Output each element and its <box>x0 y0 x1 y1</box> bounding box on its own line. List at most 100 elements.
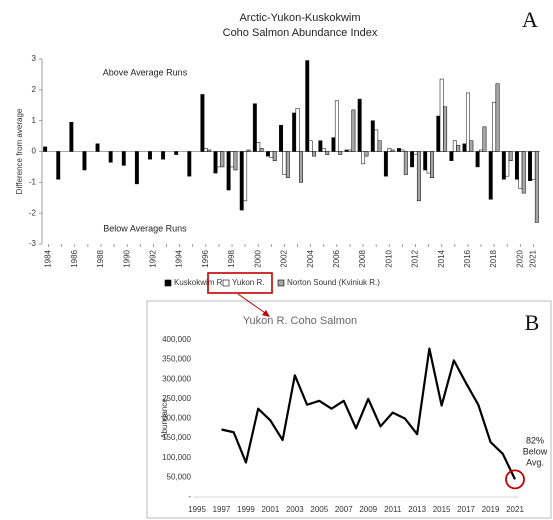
y-tick-label: 50,000 <box>167 472 192 481</box>
bar <box>423 151 428 171</box>
x-tick-label: 2018 <box>489 249 498 267</box>
legend-swatch <box>164 279 172 287</box>
arrow-head <box>262 310 270 317</box>
chart-title: Yukon R. Coho Salmon <box>243 315 357 327</box>
x-tick-label: 2007 <box>335 505 353 514</box>
bar <box>475 151 480 168</box>
legend-label: Norton Sound (Kviniuk R.) <box>287 278 380 287</box>
x-tick-label: 2006 <box>332 249 341 267</box>
y-tick-label: -1 <box>29 177 37 186</box>
annotation: Above Average Runs <box>103 67 188 77</box>
bar <box>220 151 225 168</box>
bar <box>390 149 395 152</box>
bar <box>318 140 323 152</box>
bar <box>430 151 434 178</box>
chart-subtitle: Coho Salmon Abundance Index <box>223 27 378 39</box>
bar <box>488 151 493 200</box>
bar <box>312 151 317 157</box>
x-tick-label: 2010 <box>384 249 393 267</box>
bar <box>387 148 392 152</box>
x-tick-label: 2008 <box>358 249 367 267</box>
x-tick-label: 2021 <box>529 249 538 267</box>
bar <box>377 140 382 152</box>
bar <box>348 149 352 152</box>
y-tick-label: 3 <box>32 54 37 63</box>
bar <box>492 101 497 152</box>
x-tick-label: 2016 <box>463 249 472 267</box>
x-tick-label: 2017 <box>457 505 475 514</box>
x-tick-label: 2009 <box>359 505 377 514</box>
bar <box>265 151 270 157</box>
bar <box>321 148 326 152</box>
y-tick-label: - <box>188 492 191 501</box>
bar <box>436 115 441 152</box>
bar <box>501 151 506 180</box>
y-tick-label: 200,000 <box>162 414 191 423</box>
bar <box>344 149 349 152</box>
x-tick-label: 2011 <box>384 505 402 514</box>
bar <box>338 151 343 155</box>
y-tick-label: 1 <box>32 116 37 125</box>
bar <box>252 103 257 152</box>
highlight-circle <box>505 469 525 490</box>
bar <box>456 145 461 152</box>
bar <box>285 151 290 178</box>
line <box>221 347 516 480</box>
bar <box>351 109 356 152</box>
x-tick-label: 2001 <box>261 505 279 514</box>
bar <box>514 151 519 180</box>
bar <box>134 151 139 185</box>
panel-b-frame <box>146 300 552 519</box>
annotation: 82% <box>526 436 544 446</box>
x-tick-label: 1998 <box>227 249 236 267</box>
bar <box>534 151 539 223</box>
bar <box>239 151 244 211</box>
x-tick-label: 1996 <box>201 249 210 267</box>
y-tick-label: 0 <box>32 147 37 156</box>
x-tick-label: 1990 <box>122 249 131 267</box>
bar <box>292 112 297 152</box>
y-tick-label: 150,000 <box>162 433 191 442</box>
bar <box>200 94 205 152</box>
x-tick-label: 1994 <box>175 249 184 267</box>
bar <box>528 151 532 182</box>
legend-swatch <box>222 279 230 287</box>
bar <box>259 148 264 152</box>
bar <box>400 149 405 152</box>
x-tick-label: 1997 <box>213 505 231 514</box>
y-axis-label: Difference from average <box>15 108 24 194</box>
x-tick-label: 1999 <box>237 505 255 514</box>
x-tick-label: 2019 <box>482 505 500 514</box>
bar <box>269 151 274 158</box>
bar <box>121 151 126 166</box>
bar <box>305 60 310 152</box>
y-tick-label: 100,000 <box>162 453 191 462</box>
bar <box>495 83 500 152</box>
bar <box>233 151 238 171</box>
x-tick-label: 2020 <box>515 249 524 267</box>
y-tick-label: 2 <box>32 85 37 94</box>
bar <box>207 149 212 152</box>
y-tick-label: -3 <box>29 239 37 248</box>
bar <box>410 151 415 168</box>
x-tick-label: 2013 <box>408 505 426 514</box>
bar <box>469 140 474 152</box>
x-tick-label: 1986 <box>70 249 79 267</box>
x-tick-label: 2012 <box>411 249 420 267</box>
y-tick-label: 250,000 <box>162 394 191 403</box>
bar <box>449 151 454 161</box>
y-tick-label: -2 <box>29 208 37 217</box>
bar <box>357 98 362 152</box>
bar <box>334 100 339 152</box>
x-tick-label: 1995 <box>188 505 206 514</box>
bar <box>452 140 457 152</box>
bar <box>443 106 448 152</box>
y-tick-label: 300,000 <box>162 374 191 383</box>
bar <box>295 108 300 152</box>
bar <box>426 151 431 174</box>
bar <box>187 151 192 177</box>
bar <box>439 78 444 152</box>
bar <box>370 120 375 152</box>
bar <box>282 151 287 175</box>
